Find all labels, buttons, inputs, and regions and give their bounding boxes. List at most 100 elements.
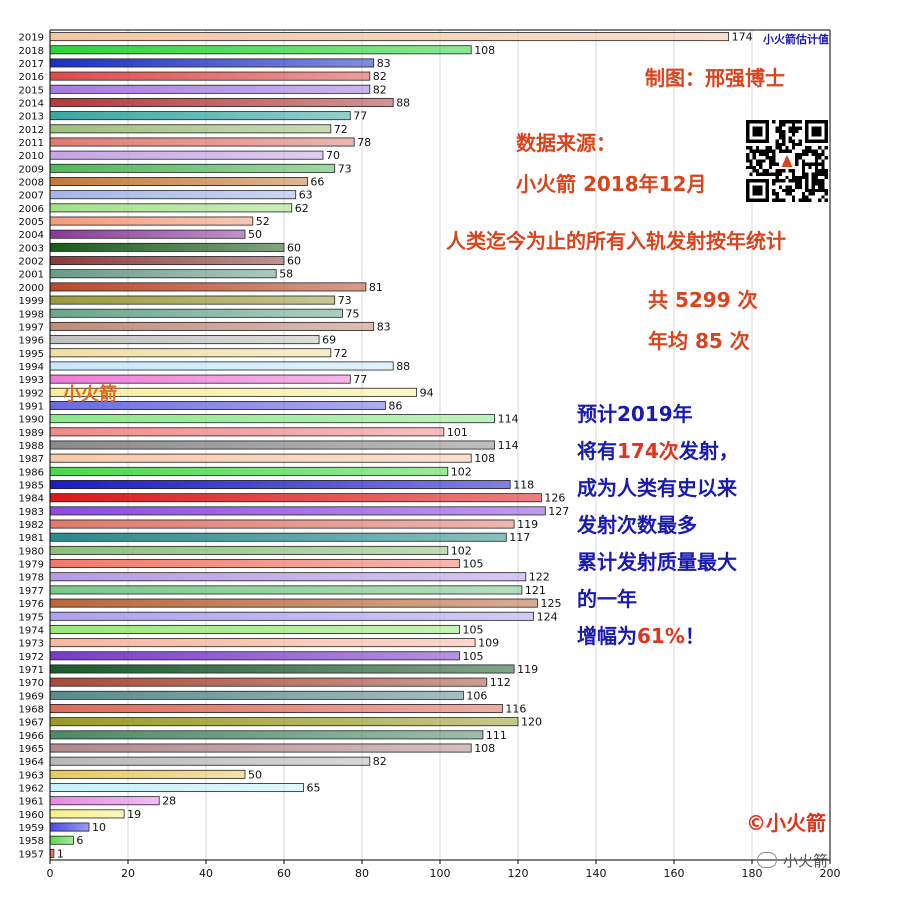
data-label-1991: 86	[388, 399, 402, 412]
data-label-2009: 73	[338, 162, 352, 175]
category-label-1963: 1963	[19, 770, 44, 781]
category-label-1988: 1988	[19, 441, 44, 452]
data-label-2018: 108	[474, 44, 495, 57]
data-label-1982: 119	[517, 518, 538, 531]
data-label-1964: 82	[373, 755, 387, 768]
category-label-1966: 1966	[19, 731, 44, 742]
category-label-1987: 1987	[19, 454, 44, 465]
x-tick-label-140: 140	[586, 867, 607, 880]
category-label-2003: 2003	[19, 243, 44, 254]
bar-1971	[49, 664, 515, 674]
category-label-1977: 1977	[19, 586, 44, 597]
bar-1978	[49, 572, 527, 582]
category-label-2007: 2007	[19, 191, 44, 202]
bar-1976	[49, 598, 538, 608]
category-label-1997: 1997	[19, 322, 44, 333]
bar-2004	[49, 229, 246, 239]
bar-1960	[49, 809, 125, 819]
category-label-1972: 1972	[19, 652, 44, 663]
data-label-2012: 72	[334, 123, 348, 136]
category-label-1969: 1969	[19, 691, 44, 702]
note-highlight-growth: 61%	[637, 624, 685, 648]
bar-1966	[49, 730, 484, 740]
data-label-1987: 108	[474, 452, 495, 465]
data-label-2013: 77	[353, 110, 367, 123]
data-label-1992: 94	[420, 386, 434, 399]
estimate-label: 小火箭估计值	[763, 33, 829, 46]
wechat-icon	[757, 852, 777, 868]
category-label-2010: 2010	[19, 151, 44, 162]
bar-2001	[49, 269, 277, 279]
data-label-2011: 78	[357, 136, 371, 149]
data-label-2007: 63	[299, 189, 313, 202]
category-label-1976: 1976	[19, 599, 44, 610]
bar-1990	[49, 414, 496, 424]
data-label-2003: 60	[287, 241, 301, 254]
data-label-1981: 117	[509, 531, 530, 544]
bar-2019	[49, 32, 729, 42]
data-label-1997: 83	[377, 320, 391, 333]
bar-2013	[49, 111, 351, 121]
bar-2017	[49, 58, 375, 68]
category-label-1967: 1967	[19, 718, 44, 729]
data-label-1969: 106	[466, 689, 487, 702]
bar-1958	[49, 835, 74, 845]
total-count: 共 5299 次	[648, 288, 758, 312]
data-label-1996: 69	[322, 334, 336, 347]
bar-1957	[49, 848, 55, 858]
category-label-2015: 2015	[19, 85, 44, 96]
category-label-1965: 1965	[19, 744, 44, 755]
note-line-3: 成为人类有史以来	[577, 476, 737, 500]
bar-1968	[49, 704, 503, 713]
bar-1986	[49, 466, 449, 476]
bar-2008	[49, 177, 308, 186]
data-label-2015: 82	[373, 83, 387, 96]
category-label-1982: 1982	[19, 520, 44, 531]
data-label-1972: 105	[463, 650, 484, 663]
bar-1985	[49, 480, 511, 490]
category-label-1973: 1973	[19, 639, 44, 650]
category-label-2000: 2000	[19, 283, 44, 294]
x-tick-label-200: 200	[820, 867, 841, 880]
category-label-2005: 2005	[19, 217, 44, 228]
bar-1961	[49, 796, 160, 806]
bar-1977	[49, 585, 523, 595]
data-label-1999: 73	[338, 294, 352, 307]
bar-1973	[49, 638, 476, 648]
category-label-1957: 1957	[19, 849, 44, 860]
x-tick-label-80: 80	[355, 867, 369, 880]
category-label-1994: 1994	[19, 362, 44, 373]
category-label-2009: 2009	[19, 164, 44, 175]
category-label-1974: 1974	[19, 625, 44, 636]
category-label-1984: 1984	[19, 494, 44, 505]
category-label-1958: 1958	[19, 836, 44, 847]
category-label-1981: 1981	[19, 533, 44, 544]
bar-1982	[49, 519, 515, 529]
data-label-1958: 6	[76, 834, 83, 847]
bar-1975	[49, 611, 535, 621]
category-label-1959: 1959	[19, 823, 44, 834]
data-label-1963: 50	[248, 768, 262, 781]
data-label-1973: 109	[478, 637, 499, 650]
data-label-1959: 10	[92, 821, 106, 834]
data-label-1980: 102	[451, 544, 472, 557]
bar-1998	[49, 308, 343, 318]
x-tick-label-160: 160	[664, 867, 685, 880]
data-label-1990: 114	[498, 413, 519, 426]
category-label-1992: 1992	[19, 388, 44, 399]
category-label-1980: 1980	[19, 546, 44, 557]
bar-1988	[49, 440, 496, 450]
bar-1959	[49, 822, 90, 832]
data-label-1966: 111	[486, 729, 507, 742]
x-tick-label-60: 60	[277, 867, 291, 880]
average-count: 年均 85 次	[648, 329, 750, 353]
category-label-1986: 1986	[19, 467, 44, 478]
bar-1994	[49, 361, 394, 371]
data-label-2005: 52	[256, 215, 270, 228]
category-label-1999: 1999	[19, 296, 44, 307]
x-tick-label-0: 0	[47, 867, 54, 880]
source-label: 数据来源：	[516, 131, 616, 155]
data-label-1971: 119	[517, 663, 538, 676]
bar-1969	[49, 690, 464, 700]
category-label-1993: 1993	[19, 375, 44, 386]
